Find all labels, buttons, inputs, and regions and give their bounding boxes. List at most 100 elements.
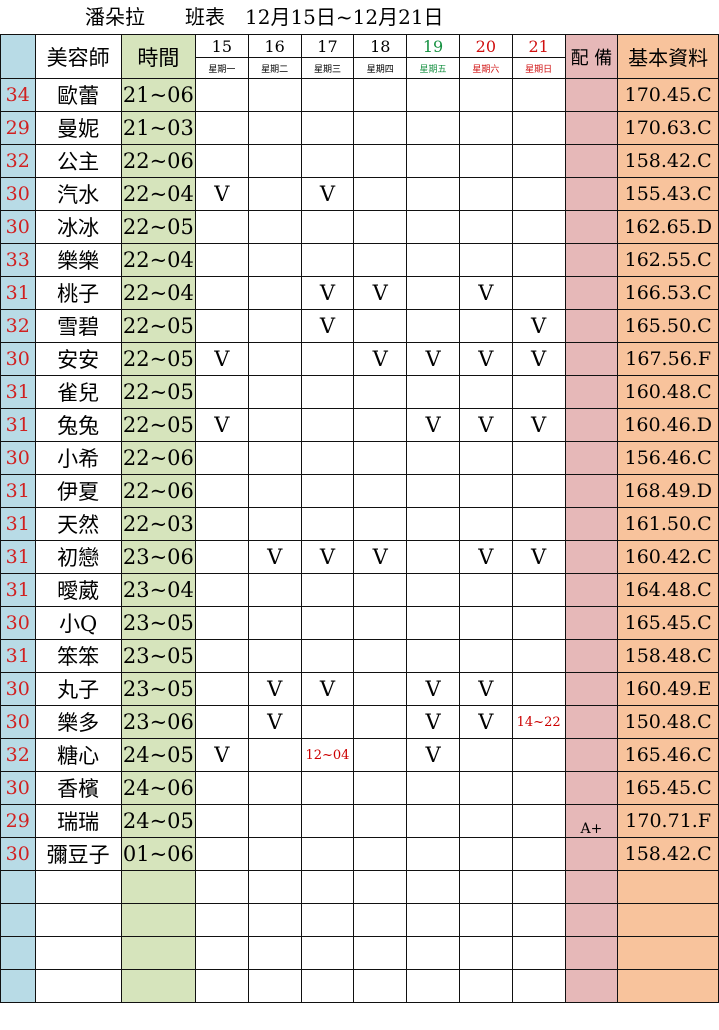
- age-cell: 30: [0, 672, 36, 706]
- time-cell: 22~04: [120, 243, 196, 277]
- name-cell: 曖葳: [34, 573, 122, 607]
- empty-cell: [617, 936, 719, 970]
- shift-cell: [406, 639, 460, 673]
- shift-cell: [511, 804, 566, 838]
- age-cell: 29: [0, 111, 36, 145]
- empty-cell: [406, 969, 460, 1003]
- empty-cell: [300, 969, 355, 1003]
- day-num: 15: [194, 34, 249, 58]
- name-cell: 兔兔: [34, 408, 122, 442]
- info-cell: 156.46.C: [617, 441, 719, 475]
- name-header: 美容師: [34, 34, 122, 79]
- age-cell: 30: [0, 771, 36, 805]
- shift-cell: [247, 837, 302, 871]
- shift-cell: [247, 342, 302, 376]
- name-cell: 笨笨: [34, 639, 122, 673]
- name-cell: 樂多: [34, 705, 122, 739]
- shift-cell: [300, 639, 355, 673]
- empty-cell: [406, 903, 460, 937]
- empty-cell: [617, 969, 719, 1003]
- empty-cell: [300, 903, 355, 937]
- empty-cell: [0, 936, 36, 970]
- shift-cell: [406, 837, 460, 871]
- shift-cell: V: [194, 738, 249, 772]
- shift-cell: [511, 672, 566, 706]
- shift-cell: [194, 771, 249, 805]
- shift-cell: V: [353, 342, 408, 376]
- shift-cell: V: [406, 705, 460, 739]
- shift-cell: [194, 243, 249, 277]
- age-cell: 32: [0, 309, 36, 343]
- age-cell: 31: [0, 375, 36, 409]
- info-header: 基本資料: [617, 34, 719, 79]
- equip-cell: [564, 177, 619, 211]
- shift-cell: [247, 309, 302, 343]
- table-row: 31 笨笨 23~05 158.48.C: [0, 639, 719, 673]
- shift-cell: [353, 507, 408, 541]
- shift-cell: [511, 111, 566, 145]
- time-cell: 23~04: [120, 573, 196, 607]
- shift-cell: V: [300, 672, 355, 706]
- age-cell: 31: [0, 408, 36, 442]
- time-cell: 21~03: [120, 111, 196, 145]
- shift-cell: [247, 375, 302, 409]
- time-cell: 23~05: [120, 639, 196, 673]
- shift-cell: [511, 210, 566, 244]
- shift-cell: V: [353, 276, 408, 310]
- age-cell: 30: [0, 705, 36, 739]
- shift-cell: [247, 276, 302, 310]
- empty-cell: [511, 936, 566, 970]
- shift-cell: [458, 375, 513, 409]
- table-row: 31 伊夏 22~06 168.49.D: [0, 474, 719, 508]
- equip-cell: [564, 309, 619, 343]
- shift-cell: V: [300, 276, 355, 310]
- shift-cell: [406, 78, 460, 112]
- shift-cell: [194, 672, 249, 706]
- shift-cell: [300, 804, 355, 838]
- table-row: 30 冰冰 22~05 162.65.D: [0, 210, 719, 244]
- info-cell: 165.50.C: [617, 309, 719, 343]
- shift-cell: [300, 210, 355, 244]
- page-title: 潘朵拉 班表 12月15日~12月21日: [85, 5, 444, 29]
- equip-cell: [564, 639, 619, 673]
- shift-cell: V: [300, 309, 355, 343]
- name-cell: 糖心: [34, 738, 122, 772]
- info-cell: 165.46.C: [617, 738, 719, 772]
- shift-cell: [511, 507, 566, 541]
- info-cell: 166.53.C: [617, 276, 719, 310]
- empty-cell: [564, 903, 619, 937]
- empty-cell: [353, 969, 408, 1003]
- shift-cell: [247, 639, 302, 673]
- shift-cell: [300, 441, 355, 475]
- shift-cell: [194, 540, 249, 574]
- day-num: 19: [406, 34, 460, 58]
- shift-cell: [406, 771, 460, 805]
- empty-row: [0, 936, 719, 970]
- table-row: 30 丸子 23~05 V V V V 160.49.E: [0, 672, 719, 706]
- empty-row: [0, 903, 719, 937]
- shift-cell: V: [247, 672, 302, 706]
- name-cell: 小Q: [34, 606, 122, 640]
- age-cell: 31: [0, 573, 36, 607]
- age-cell: 33: [0, 243, 36, 277]
- shift-cell: [406, 144, 460, 178]
- shift-cell: [353, 177, 408, 211]
- empty-cell: [247, 969, 302, 1003]
- time-cell: 23~05: [120, 606, 196, 640]
- name-cell: 桃子: [34, 276, 122, 310]
- time-cell: 24~06: [120, 771, 196, 805]
- empty-cell: [194, 969, 249, 1003]
- equip-cell: [564, 540, 619, 574]
- empty-row: [0, 870, 719, 904]
- shift-cell: [247, 111, 302, 145]
- table-row: 32 公主 22~06 158.42.C: [0, 144, 719, 178]
- time-cell: 22~06: [120, 441, 196, 475]
- time-cell: 23~05: [120, 672, 196, 706]
- weekday: 星期六: [458, 57, 513, 79]
- shift-cell: [458, 78, 513, 112]
- time-cell: 22~05: [120, 309, 196, 343]
- empty-cell: [247, 870, 302, 904]
- empty-cell: [0, 903, 36, 937]
- shift-cell: [194, 705, 249, 739]
- shift-cell: [458, 573, 513, 607]
